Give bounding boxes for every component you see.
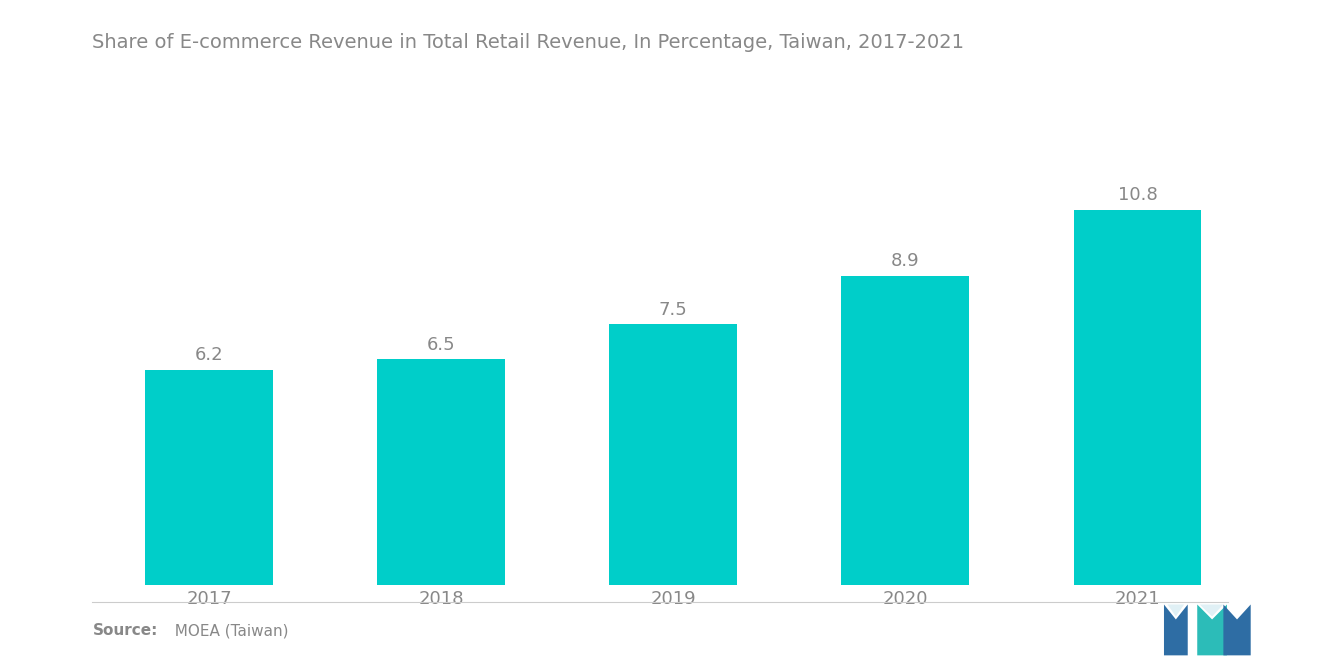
Text: 6.5: 6.5 bbox=[426, 336, 455, 354]
Text: 6.2: 6.2 bbox=[195, 346, 223, 364]
Bar bbox=[1073, 209, 1201, 585]
Text: Share of E-commerce Revenue in Total Retail Revenue, In Percentage, Taiwan, 2017: Share of E-commerce Revenue in Total Ret… bbox=[92, 33, 965, 53]
Text: Source:: Source: bbox=[92, 623, 158, 638]
Text: 8.9: 8.9 bbox=[891, 253, 920, 271]
Text: MOEA (Taiwan): MOEA (Taiwan) bbox=[165, 623, 289, 638]
Bar bbox=[610, 325, 737, 585]
Bar bbox=[145, 370, 273, 585]
Text: 10.8: 10.8 bbox=[1118, 186, 1158, 204]
Bar bbox=[378, 359, 506, 585]
Text: 7.5: 7.5 bbox=[659, 301, 688, 319]
Bar bbox=[841, 275, 969, 585]
